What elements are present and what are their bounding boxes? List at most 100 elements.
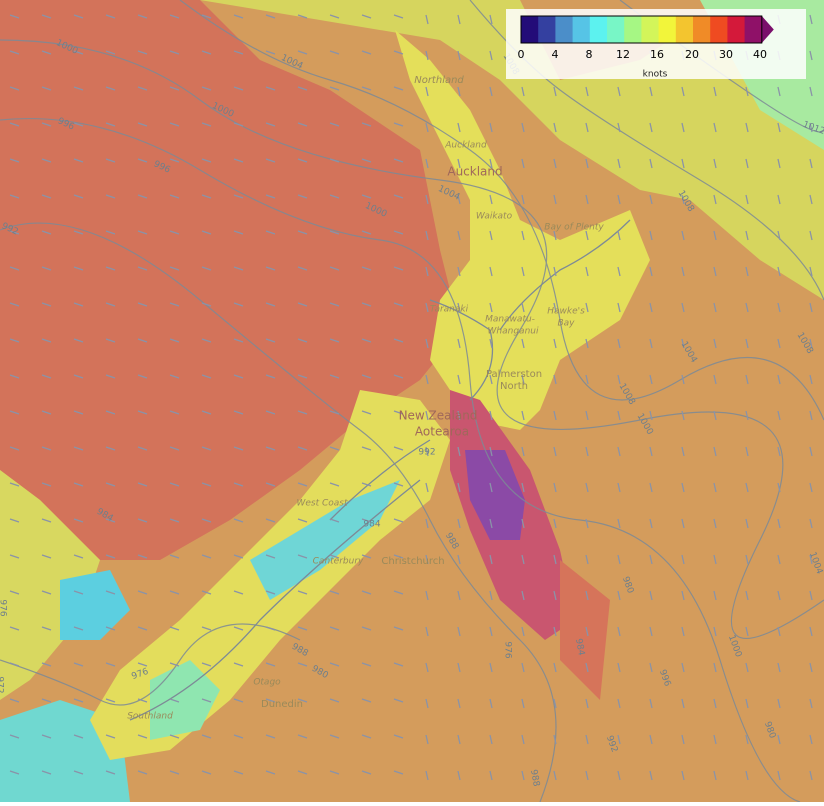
wind-arrow	[489, 302, 493, 313]
wind-arrow	[681, 338, 685, 349]
wind-arrow	[553, 482, 557, 493]
wind-arrow	[393, 554, 404, 559]
wind-arrow	[329, 14, 340, 19]
land-wind-light	[150, 660, 220, 740]
wind-arrow	[265, 770, 276, 775]
wind-arrow	[457, 230, 461, 241]
wind-arrow	[713, 374, 717, 385]
legend-tick-label: 30	[719, 48, 733, 61]
wind-arrow	[265, 302, 276, 307]
wind-arrow	[745, 122, 749, 133]
wind-arrow	[457, 770, 461, 781]
wind-arrow	[73, 14, 84, 19]
wind-arrow	[329, 410, 340, 415]
wind-arrow	[745, 194, 749, 205]
wind-arrow	[713, 590, 717, 601]
wind-arrow	[649, 662, 653, 673]
wind-arrow	[201, 266, 212, 271]
wind-arrow	[9, 230, 20, 235]
wind-arrow	[233, 86, 244, 91]
wind-arrow	[233, 302, 244, 307]
wind-arrow	[489, 374, 493, 385]
wind-arrow	[681, 662, 685, 673]
wind-arrow	[361, 662, 372, 667]
wind-arrow	[617, 554, 621, 565]
place-label: Waikato	[476, 212, 513, 222]
wind-arrow	[425, 230, 429, 241]
wind-arrow	[809, 194, 813, 205]
wind-arrow	[73, 590, 84, 595]
wind-arrow	[489, 482, 493, 493]
wind-arrow	[777, 158, 781, 169]
wind-arrow	[745, 698, 749, 709]
wind-arrow	[73, 446, 84, 451]
wind-arrow	[553, 194, 557, 205]
wind-arrow	[457, 518, 461, 529]
wind-arrow	[361, 590, 372, 595]
wind-arrow	[713, 266, 717, 277]
wind-arrow	[457, 122, 461, 133]
wind-arrow	[169, 446, 180, 451]
wind-arrow	[521, 86, 525, 97]
wind-arrow	[393, 770, 404, 775]
wind-arrow	[361, 14, 372, 19]
wind-arrow	[585, 374, 589, 385]
wind-arrow	[201, 734, 212, 739]
wind-arrow	[521, 590, 525, 601]
wind-arrow	[681, 410, 685, 421]
wind-arrow	[297, 86, 308, 91]
place-label: Southland	[127, 712, 173, 722]
wind-arrow	[329, 338, 340, 343]
wind-arrow	[425, 446, 429, 457]
wind-arrow	[169, 518, 180, 523]
wind-arrow	[265, 14, 276, 19]
wind-arrow	[649, 518, 653, 529]
wind-arrow	[265, 410, 276, 415]
wind-arrow	[489, 446, 493, 457]
wind-arrow	[489, 770, 493, 781]
isobar-label: 972	[0, 676, 5, 693]
wind-arrow	[425, 86, 429, 97]
wind-arrow	[777, 86, 781, 97]
wind-arrow	[169, 302, 180, 307]
legend-tick-label: 20	[685, 48, 699, 61]
wind-arrow	[329, 50, 340, 55]
wind-arrow	[425, 266, 429, 277]
wind-arrow	[393, 266, 404, 271]
wind-arrow	[265, 554, 276, 559]
wind-arrow	[777, 590, 781, 601]
wind-arrow	[137, 626, 148, 631]
wind-arrow	[329, 590, 340, 595]
wind-arrow	[457, 554, 461, 565]
wind-arrow	[73, 194, 84, 199]
wind-arrow	[809, 662, 813, 673]
wind-arrow	[297, 590, 308, 595]
wind-arrow	[41, 14, 52, 19]
wind-arrow	[41, 518, 52, 523]
wind-arrow	[585, 158, 589, 169]
wind-arrow	[169, 590, 180, 595]
wind-arrow	[73, 158, 84, 163]
isobar-label: 976	[0, 599, 8, 616]
wind-arrow	[489, 698, 493, 709]
wind-arrow	[233, 410, 244, 415]
wind-arrow	[265, 482, 276, 487]
land-wind-north	[395, 30, 650, 430]
legend-arrow	[761, 16, 774, 43]
wind-arrow	[137, 50, 148, 55]
wind-arrow	[233, 590, 244, 595]
wind-arrow	[745, 266, 749, 277]
place-label: Dunedin	[261, 699, 303, 710]
wind-arrow	[713, 410, 717, 421]
wind-arrow	[489, 158, 493, 169]
wind-arrow	[745, 770, 749, 781]
wind-arrow	[777, 518, 781, 529]
wind-arrow	[361, 122, 372, 127]
wind-arrow	[137, 122, 148, 127]
isobar-label: 992	[418, 448, 435, 458]
wind-arrow	[41, 50, 52, 55]
wind-arrow	[809, 302, 813, 313]
wind-arrow	[457, 626, 461, 637]
wind-arrow	[521, 446, 525, 457]
